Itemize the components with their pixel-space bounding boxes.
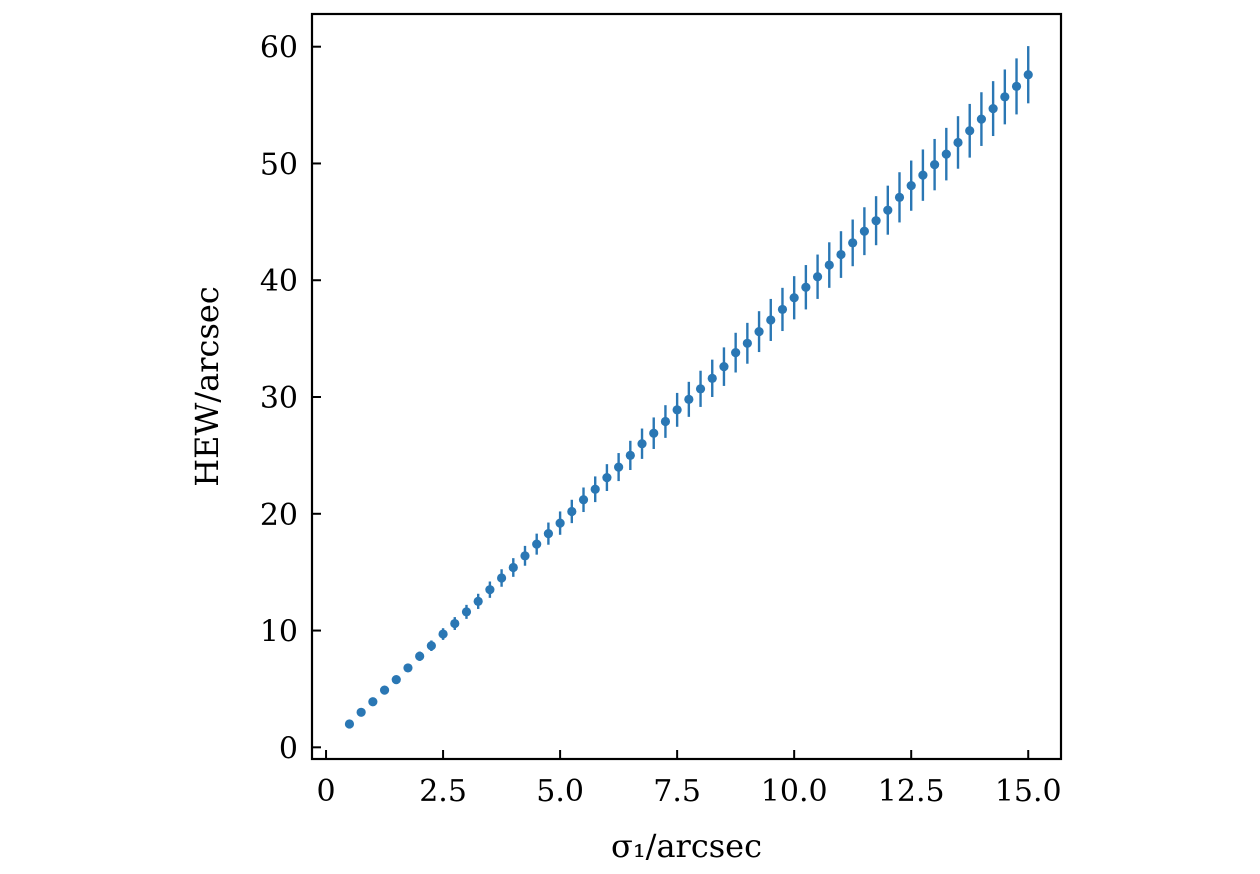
data-point: [1011, 81, 1022, 91]
data-point: [883, 205, 893, 215]
x-tick-label: 10.0: [761, 774, 828, 809]
y-tick-label: 20: [260, 498, 298, 533]
data-point: [918, 170, 928, 180]
x-axis-label: σ₁/arcsec: [611, 827, 762, 865]
data-point: [602, 472, 612, 483]
data-point: [941, 149, 951, 159]
data-point: [567, 506, 577, 517]
data-point: [848, 238, 858, 248]
data-point: [824, 260, 834, 270]
data-point: [812, 272, 823, 282]
data-point: [731, 348, 741, 358]
data-point: [344, 719, 355, 729]
data-series: [344, 46, 1033, 729]
data-point: [672, 405, 682, 415]
y-tick-label: 10: [260, 615, 298, 650]
data-point: [368, 697, 378, 707]
data-point: [801, 282, 811, 292]
y-tick-label: 40: [260, 264, 298, 299]
x-tick-label: 15.0: [995, 774, 1062, 809]
plot-frame: [310, 12, 1063, 761]
data-point: [649, 428, 659, 438]
data-point: [754, 327, 764, 337]
data-point: [532, 539, 542, 549]
data-point: [508, 562, 518, 573]
data-point: [859, 226, 869, 236]
x-axis: 0 2.5 5.0 7.5 10.0 12.5 15.0: [316, 750, 1062, 809]
data-point: [391, 674, 401, 685]
data-point: [707, 373, 717, 383]
y-tick-label: 50: [260, 147, 298, 182]
y-axis: 0 10 20 30 40 50 60: [260, 31, 321, 766]
data-point: [555, 518, 565, 528]
data-point: [930, 160, 940, 170]
data-point: [403, 663, 413, 673]
data-point: [485, 585, 495, 595]
x-tick-label: 0: [316, 774, 335, 809]
data-point: [766, 315, 776, 325]
data-point: [356, 707, 366, 717]
data-point: [965, 126, 975, 136]
data-point: [789, 293, 799, 303]
data-point: [438, 629, 448, 639]
data-point: [988, 103, 998, 114]
data-point: [871, 216, 881, 226]
data-point: [496, 573, 507, 583]
x-tick-label: 5.0: [536, 774, 584, 809]
y-tick-label: 60: [260, 31, 298, 66]
y-axis-label: HEW/arcsec: [188, 286, 226, 487]
data-point: [660, 416, 671, 427]
data-point: [742, 338, 752, 348]
data-point: [1023, 70, 1033, 80]
data-point: [578, 495, 589, 505]
y-tick-label: 30: [260, 381, 298, 416]
data-point: [1000, 92, 1010, 102]
x-tick-label: 7.5: [653, 774, 701, 809]
data-point: [894, 192, 905, 202]
data-point: [777, 304, 788, 315]
data-point: [461, 607, 472, 617]
data-point: [543, 529, 554, 539]
data-point: [379, 685, 390, 695]
y-tick-label: 0: [279, 731, 298, 766]
data-point: [637, 439, 647, 449]
data-point: [719, 362, 729, 372]
data-point: [695, 384, 706, 394]
data-point: [614, 462, 624, 472]
x-tick-label: 2.5: [419, 774, 467, 809]
data-point: [520, 551, 530, 561]
data-point: [836, 249, 846, 260]
data-point: [473, 596, 483, 606]
data-point: [450, 618, 460, 629]
x-tick-label: 12.5: [878, 774, 945, 809]
data-point: [415, 651, 425, 661]
data-point: [906, 181, 916, 191]
data-point: [976, 114, 987, 124]
data-point: [590, 484, 600, 494]
data-point: [625, 450, 635, 460]
data-point: [684, 394, 694, 404]
data-point: [953, 137, 963, 148]
data-point: [426, 641, 436, 651]
